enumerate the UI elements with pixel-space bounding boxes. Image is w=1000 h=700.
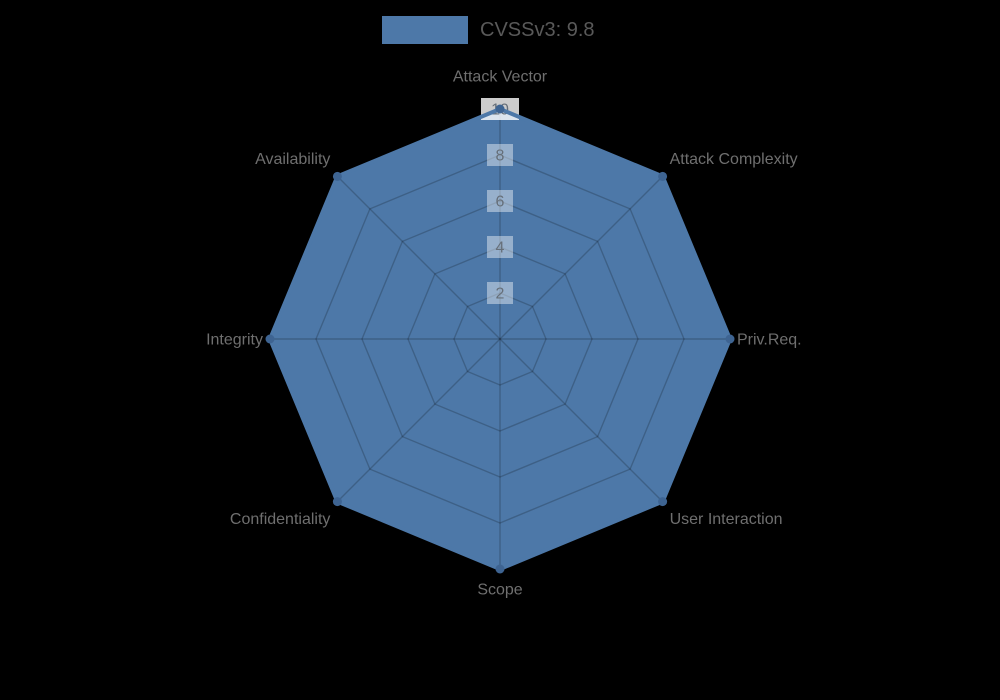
radar-tick-backdrop-6 xyxy=(487,190,513,212)
radar-tick-backdrop-8 xyxy=(487,144,513,166)
radar-data-point-availability[interactable] xyxy=(332,171,342,181)
radar-tick-label-4: 4 xyxy=(496,240,505,257)
radar-axis-label-scope: Scope xyxy=(477,582,522,599)
radar-data-point-integrity[interactable] xyxy=(265,334,275,344)
radar-data-point-priv-req[interactable] xyxy=(725,334,735,344)
radar-data-point-scope[interactable] xyxy=(495,564,505,574)
radar-data-point-user-interaction[interactable] xyxy=(658,497,668,507)
radar-tick-label-8: 8 xyxy=(496,148,505,165)
radar-axis-label-confidentiality: Confidentiality xyxy=(230,511,331,528)
radar-axis-label-availability: Availability xyxy=(255,151,330,168)
legend-label[interactable]: CVSSv3: 9.8 xyxy=(480,18,595,41)
radar-data-fill[interactable] xyxy=(270,109,730,569)
radar-angle-line-availability xyxy=(336,175,501,340)
radar-axis-label-attack-complexity: Attack Complexity xyxy=(670,151,798,168)
radar-angle-line-user-interaction xyxy=(499,338,664,503)
radar-grid-ring-8 xyxy=(315,154,685,524)
radar-axis-label-attack-vector: Attack Vector xyxy=(453,69,548,86)
legend-swatch[interactable] xyxy=(382,16,468,44)
radar-axis-label-user-interaction: User Interaction xyxy=(670,511,783,528)
radar-axis-label-priv-req: Priv.Req. xyxy=(737,332,802,349)
radar-grid-ring-2 xyxy=(453,292,547,386)
radar-tick-backdrop-2 xyxy=(487,282,513,304)
radar-grid-ring-4 xyxy=(407,246,593,432)
radar-tick-backdrop-4 xyxy=(487,236,513,258)
radar-axis-label-integrity: Integrity xyxy=(206,332,263,349)
radar-tick-label-2: 2 xyxy=(496,286,505,303)
radar-angle-line-confidentiality xyxy=(336,338,501,503)
radar-data-point-confidentiality[interactable] xyxy=(332,497,342,507)
radar-angle-line-attack-complexity xyxy=(499,175,664,340)
radar-grid-ring-6 xyxy=(361,200,639,478)
legend[interactable]: CVSSv3: 9.8 xyxy=(382,16,595,44)
radar-tick-label-6: 6 xyxy=(496,194,505,211)
radar-data-point-attack-vector[interactable] xyxy=(495,104,505,114)
radar-data-point-attack-complexity[interactable] xyxy=(658,171,668,181)
